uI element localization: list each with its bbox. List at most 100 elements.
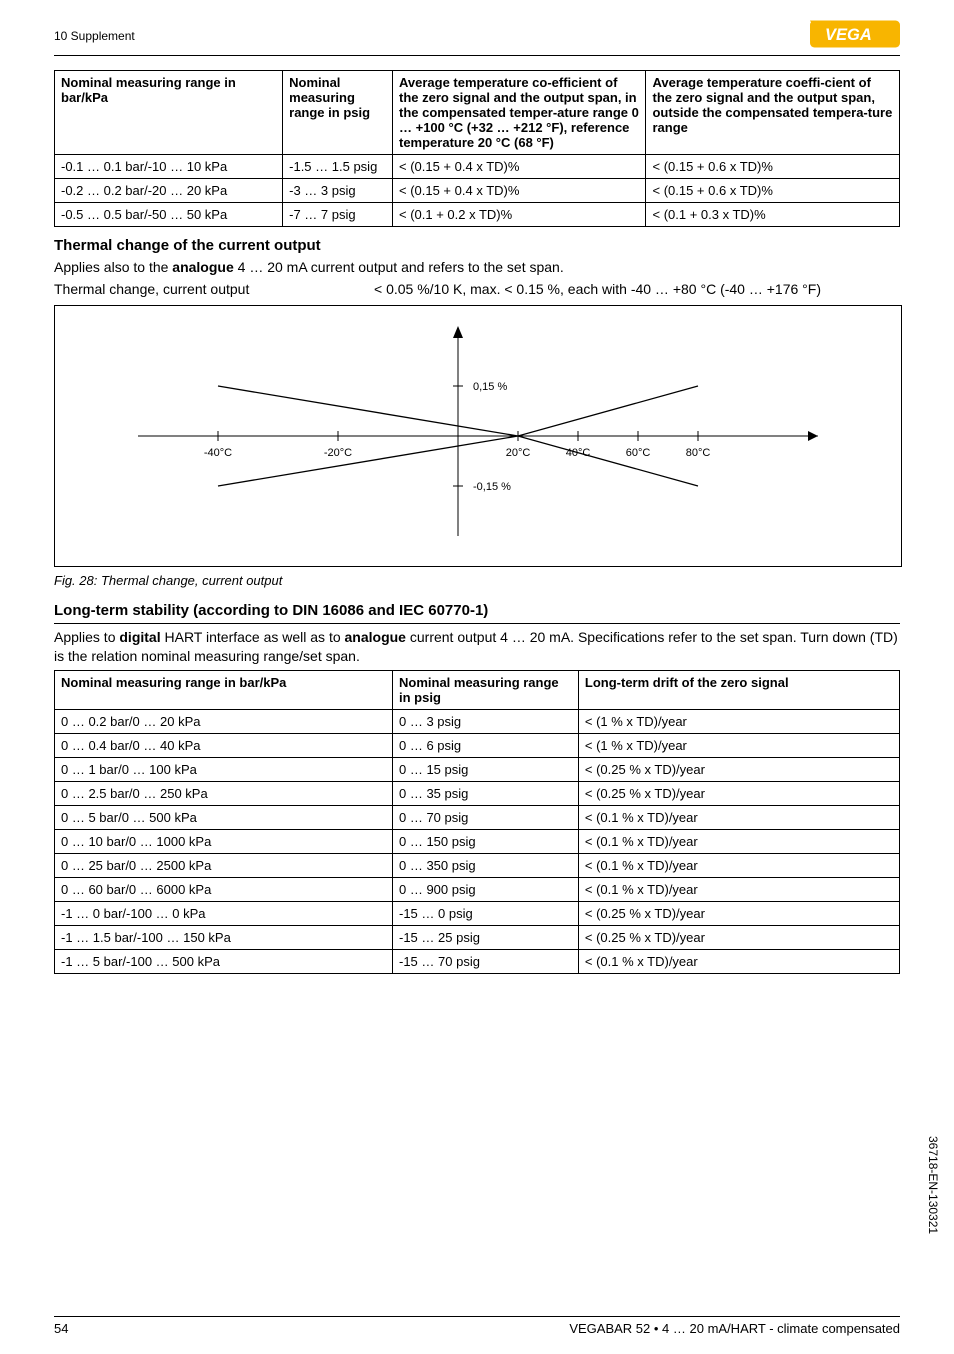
table-cell: < (0.1 % x TD)/year — [578, 949, 899, 973]
table-cell: 0 … 5 bar/0 … 500 kPa — [55, 805, 393, 829]
text-bold: analogue — [345, 629, 406, 645]
thermal-change-heading: Thermal change of the current output — [54, 237, 900, 254]
table-header: Average temperature coeffi-cient of the … — [646, 71, 900, 155]
table-cell: -1 … 0 bar/-100 … 0 kPa — [55, 901, 393, 925]
table-cell: 0 … 15 psig — [393, 757, 579, 781]
table-cell: < (1 % x TD)/year — [578, 709, 899, 733]
table-cell: 0 … 70 psig — [393, 805, 579, 829]
table-cell: -1 … 5 bar/-100 … 500 kPa — [55, 949, 393, 973]
table-header: Nominal measuring range in bar/kPa — [55, 71, 283, 155]
table-header: Nominal measuring range in psig — [393, 670, 579, 709]
table-cell: -3 … 3 psig — [283, 179, 393, 203]
text: HART interface as well as to — [161, 629, 345, 645]
table-row: 0 … 0.2 bar/0 … 20 kPa0 … 3 psig< (1 % x… — [55, 709, 900, 733]
table-cell: 0 … 0.4 bar/0 … 40 kPa — [55, 733, 393, 757]
table-row: 0 … 5 bar/0 … 500 kPa0 … 70 psig< (0.1 %… — [55, 805, 900, 829]
longterm-heading: Long-term stability (according to DIN 16… — [54, 602, 900, 624]
table-row: 0 … 2.5 bar/0 … 250 kPa0 … 35 psig< (0.2… — [55, 781, 900, 805]
table-cell: < (0.1 % x TD)/year — [578, 877, 899, 901]
table-cell: 0 … 0.2 bar/0 … 20 kPa — [55, 709, 393, 733]
table-cell: -0.2 … 0.2 bar/-20 … 20 kPa — [55, 179, 283, 203]
table-row: 0 … 25 bar/0 … 2500 kPa0 … 350 psig< (0.… — [55, 853, 900, 877]
table-cell: < (0.15 + 0.6 x TD)% — [646, 179, 900, 203]
table-header: Average temperature co-efficient of the … — [392, 71, 646, 155]
table-cell: < (0.1 % x TD)/year — [578, 829, 899, 853]
table-header: Nominal measuring range in psig — [283, 71, 393, 155]
svg-text:60°C: 60°C — [626, 447, 651, 459]
table-cell: -15 … 25 psig — [393, 925, 579, 949]
table-cell: -0.5 … 0.5 bar/-50 … 50 kPa — [55, 203, 283, 227]
text: 4 … 20 mA current output and refers to t… — [234, 259, 564, 275]
figure-28-caption: Fig. 28: Thermal change, current output — [54, 573, 900, 588]
document-code-vertical: 36718-EN-130321 — [926, 1136, 940, 1234]
text: Applies to — [54, 629, 119, 645]
table-cell: < (0.25 % x TD)/year — [578, 781, 899, 805]
table-header-row: Nominal measuring range in bar/kPa Nomin… — [55, 71, 900, 155]
table-cell: < (0.25 % x TD)/year — [578, 901, 899, 925]
table-cell: -7 … 7 psig — [283, 203, 393, 227]
svg-text:20°C: 20°C — [506, 447, 531, 459]
text: Applies also to the — [54, 259, 172, 275]
table-row: -1 … 1.5 bar/-100 … 150 kPa-15 … 25 psig… — [55, 925, 900, 949]
thermal-change-spec-line: Thermal change, current output < 0.05 %/… — [54, 281, 900, 297]
table-cell: 0 … 6 psig — [393, 733, 579, 757]
table-cell: 0 … 1 bar/0 … 100 kPa — [55, 757, 393, 781]
spec-label: Thermal change, current output — [54, 281, 374, 297]
longterm-para: Applies to digital HART interface as wel… — [54, 628, 900, 666]
table-cell: 0 … 2.5 bar/0 … 250 kPa — [55, 781, 393, 805]
table-cell: 0 … 900 psig — [393, 877, 579, 901]
table-cell: 0 … 3 psig — [393, 709, 579, 733]
table-cell: < (0.1 + 0.3 x TD)% — [646, 203, 900, 227]
table-cell: < (0.25 % x TD)/year — [578, 925, 899, 949]
svg-text:VEGA: VEGA — [825, 26, 872, 44]
svg-text:80°C: 80°C — [686, 447, 711, 459]
page-number: 54 — [54, 1321, 68, 1336]
table-cell: 0 … 60 bar/0 … 6000 kPa — [55, 877, 393, 901]
svg-text:0,15 %: 0,15 % — [473, 381, 507, 393]
table-cell: < (0.15 + 0.6 x TD)% — [646, 155, 900, 179]
table-header: Long-term drift of the zero signal — [578, 670, 899, 709]
table-cell: < (0.15 + 0.4 x TD)% — [392, 155, 646, 179]
spec-value: < 0.05 %/10 K, max. < 0.15 %, each with … — [374, 281, 900, 297]
table-row: -0.2 … 0.2 bar/-20 … 20 kPa -3 … 3 psig … — [55, 179, 900, 203]
table-row: 0 … 60 bar/0 … 6000 kPa0 … 900 psig< (0.… — [55, 877, 900, 901]
table-cell: < (1 % x TD)/year — [578, 733, 899, 757]
longterm-drift-table: Nominal measuring range in bar/kPa Nomin… — [54, 670, 900, 974]
thermal-change-para: Applies also to the analogue 4 … 20 mA c… — [54, 258, 900, 277]
table-row: -0.1 … 0.1 bar/-10 … 10 kPa -1.5 … 1.5 p… — [55, 155, 900, 179]
vega-logo: VEGA — [810, 20, 900, 51]
svg-text:-0,15 %: -0,15 % — [473, 481, 511, 493]
table-header-row: Nominal measuring range in bar/kPa Nomin… — [55, 670, 900, 709]
table-row: 0 … 0.4 bar/0 … 40 kPa0 … 6 psig< (1 % x… — [55, 733, 900, 757]
table-cell: 0 … 350 psig — [393, 853, 579, 877]
table-cell: < (0.1 % x TD)/year — [578, 853, 899, 877]
text-bold: analogue — [172, 259, 233, 275]
table-cell: < (0.1 % x TD)/year — [578, 805, 899, 829]
table-cell: -1 … 1.5 bar/-100 … 150 kPa — [55, 925, 393, 949]
table-cell: 0 … 35 psig — [393, 781, 579, 805]
table-cell: -15 … 0 psig — [393, 901, 579, 925]
table-row: -1 … 5 bar/-100 … 500 kPa-15 … 70 psig< … — [55, 949, 900, 973]
table-cell: 0 … 25 bar/0 … 2500 kPa — [55, 853, 393, 877]
table-cell: -15 … 70 psig — [393, 949, 579, 973]
table-cell: -0.1 … 0.1 bar/-10 … 10 kPa — [55, 155, 283, 179]
table-cell: < (0.1 + 0.2 x TD)% — [392, 203, 646, 227]
table-cell: < (0.25 % x TD)/year — [578, 757, 899, 781]
table-cell: 0 … 150 psig — [393, 829, 579, 853]
page-header: 10 Supplement VEGA — [54, 20, 900, 56]
table-row: 0 … 10 bar/0 … 1000 kPa0 … 150 psig< (0.… — [55, 829, 900, 853]
table-cell: < (0.15 + 0.4 x TD)% — [392, 179, 646, 203]
table-cell: 0 … 10 bar/0 … 1000 kPa — [55, 829, 393, 853]
table-row: 0 … 1 bar/0 … 100 kPa0 … 15 psig< (0.25 … — [55, 757, 900, 781]
table-header: Nominal measuring range in bar/kPa — [55, 670, 393, 709]
table-row: -0.5 … 0.5 bar/-50 … 50 kPa -7 … 7 psig … — [55, 203, 900, 227]
table-row: -1 … 0 bar/-100 … 0 kPa-15 … 0 psig< (0.… — [55, 901, 900, 925]
svg-text:-40°C: -40°C — [204, 447, 232, 459]
footer-doc-title: VEGABAR 52 • 4 … 20 mA/HART - climate co… — [569, 1321, 900, 1336]
table-cell: -1.5 … 1.5 psig — [283, 155, 393, 179]
page-footer: 54 VEGABAR 52 • 4 … 20 mA/HART - climate… — [54, 1316, 900, 1336]
svg-text:-20°C: -20°C — [324, 447, 352, 459]
figure-28-chart: -40°C -20°C 20°C 40°C 60°C 80°C 0,15 % -… — [54, 305, 902, 567]
text-bold: digital — [119, 629, 160, 645]
temperature-coefficient-table: Nominal measuring range in bar/kPa Nomin… — [54, 70, 900, 227]
